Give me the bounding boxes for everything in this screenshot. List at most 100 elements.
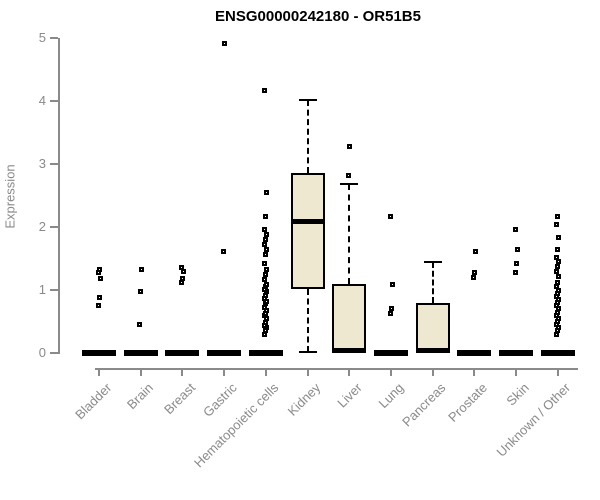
outlier-point-skin [514,246,520,252]
x-tick-label: Lung [375,380,407,412]
outlier-point-gastric [221,40,227,46]
median-line-brain [123,349,158,355]
y-axis-tick [50,226,58,228]
outlier-point-unknown-other [555,246,561,252]
x-tick-label: Liver [334,380,365,411]
outlier-point-skin [512,270,518,276]
outlier-point-hematopoietic-cells [264,189,270,195]
box-liver [332,283,367,352]
x-axis-tick [264,369,267,376]
y-tick-label: 3 [38,156,46,171]
outlier-point-liver [346,144,352,150]
outlier-point-lung [389,281,395,287]
x-axis-tick [473,369,476,376]
x-tick-label: Pancreas [398,380,449,430]
outlier-point-hematopoietic-cells [262,242,268,248]
outlier-point-brain [137,322,143,328]
outlier-point-hematopoietic-cells [263,213,269,219]
outlier-point-unknown-other [556,273,562,279]
x-tick-label: Bladder [72,380,115,423]
y-tick-label: 0 [38,345,46,360]
x-tick-label: Skin [503,380,532,409]
x-tick-label: Brain [124,380,157,413]
median-line-breast [165,349,200,355]
whisker-upper-kidney [306,99,309,174]
outlier-point-bladder [96,295,102,301]
outlier-point-prostate [470,274,476,280]
x-tick-label: Gastric [200,380,240,420]
y-axis-tick [50,37,58,39]
median-line-liver [332,347,367,353]
median-line-skin [499,349,534,355]
outlier-point-hematopoietic-cells [264,246,270,252]
median-line-lung [374,349,409,355]
outlier-point-breast [178,265,184,271]
outlier-point-prostate [471,270,477,276]
outlier-point-hematopoietic-cells [262,227,268,233]
outlier-point-bladder [96,266,102,272]
box-pancreas [415,303,450,352]
x-axis-tick [306,369,309,376]
whisker-cap-upper-kidney [298,98,317,101]
outlier-point-skin [513,261,519,267]
outlier-point-unknown-other [554,268,560,274]
whisker-lower-kidney [306,289,309,352]
outlier-point-breast [179,276,185,282]
outlier-point-bladder [95,302,101,308]
y-tick-label: 1 [38,282,46,297]
x-axis-tick [223,369,226,376]
median-line-hematopoietic-cells [248,349,283,355]
x-axis-tick [98,369,100,376]
x-axis-tick [556,369,559,376]
x-axis-tick [390,369,393,376]
x-tick-label: Breast [160,380,199,418]
outlier-point-unknown-other [555,263,561,269]
x-axis-tick [431,369,434,376]
outlier-point-hematopoietic-cells [263,237,269,243]
whisker-upper-liver [348,184,351,284]
y-tick-label: 4 [38,93,46,108]
outlier-point-unknown-other [555,213,561,219]
y-axis-tick [50,289,58,291]
outlier-point-hematopoietic-cells [262,88,268,94]
y-tick-label: 2 [38,219,46,234]
outlier-point-unknown-other [555,279,561,285]
x-tick-label: Prostate [445,380,491,425]
outlier-point-hematopoietic-cells [264,281,270,287]
median-line-kidney [290,219,325,225]
y-axis-tick [50,100,58,102]
x-axis-tick [348,369,351,376]
y-axis-label: Expression [2,164,18,229]
y-tick-label: 5 [38,30,46,45]
outlier-point-liver [345,172,351,178]
box-kidney [290,173,325,290]
outlier-point-lung [387,311,393,317]
outlier-point-hematopoietic-cells [264,232,270,238]
outlier-point-hematopoietic-cells [263,271,269,277]
chart-title: ENSG00000242180 - OR51B5 [215,8,421,25]
outlier-point-unknown-other [556,259,562,265]
median-line-prostate [457,349,492,355]
outlier-point-lung [387,213,393,219]
outlier-point-unknown-other [554,284,560,290]
median-line-bladder [82,349,116,355]
whisker-cap-upper-pancreas [423,260,442,263]
outlier-point-gastric [220,249,226,255]
outlier-point-unknown-other [554,254,560,260]
outlier-point-prostate [472,249,478,255]
whisker-cap-upper-liver [340,183,359,186]
x-tick-label: Unknown / Other [493,380,574,460]
outlier-point-skin [512,227,518,233]
outlier-point-lung [388,306,394,312]
x-axis-tick [181,369,184,376]
median-line-pancreas [415,347,450,353]
outlier-point-brain [138,289,144,295]
whisker-cap-lower-kidney [298,350,317,353]
y-axis-tick [50,352,58,354]
median-line-unknown-other [540,349,575,355]
y-axis-tick [50,163,58,165]
x-axis-line [95,368,578,370]
median-line-gastric [207,349,242,355]
outlier-point-unknown-other [554,221,560,227]
